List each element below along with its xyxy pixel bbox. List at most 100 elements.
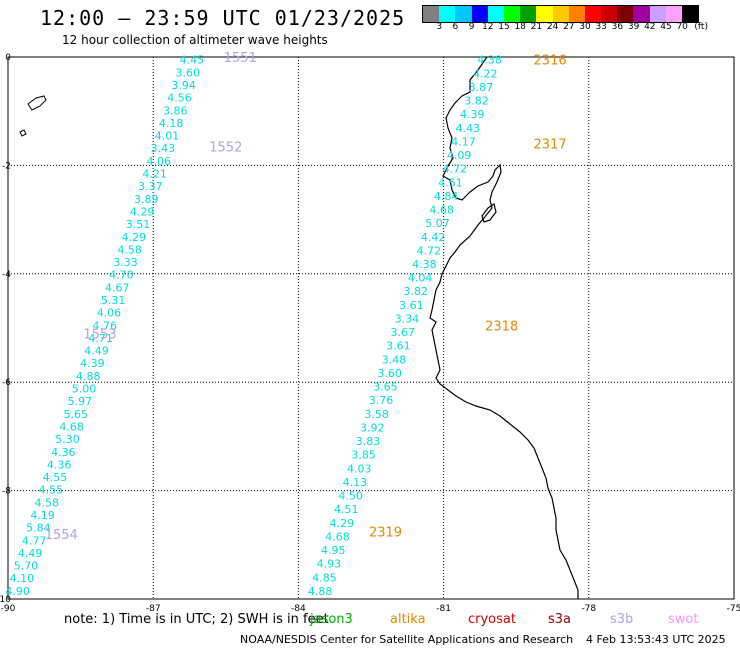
wave-height-label: 4.06 xyxy=(97,307,122,320)
color-scale-label: 21 xyxy=(530,22,543,32)
wave-height-label: 4.49 xyxy=(84,345,109,358)
footer-timestamp: 4 Feb 13:53:43 UTC 2025 xyxy=(586,633,726,646)
pass-time-label: 2319 xyxy=(369,525,402,540)
wave-height-label: 5.30 xyxy=(55,433,80,446)
map-title: 12:00 – 23:59 UTC 01/23/2025 xyxy=(40,6,406,30)
legend-item-altika: altika xyxy=(390,612,426,627)
wave-height-label: 4.43 xyxy=(456,122,481,135)
pass-time-labels: 1551 1552 1553 1554 2316 2317 2318 2319 xyxy=(45,51,567,543)
wave-height-label: 3.83 xyxy=(356,435,381,448)
map-grid xyxy=(8,57,734,599)
wave-height-label: 4.39 xyxy=(80,357,105,370)
wave-height-label: 4.17 xyxy=(451,135,476,148)
wave-height-label: 4.19 xyxy=(30,509,55,522)
wave-height-label: 4.04 xyxy=(408,272,433,285)
color-swatch xyxy=(439,6,456,22)
pass-time-label: 1551 xyxy=(224,51,257,66)
color-swatch xyxy=(455,6,472,22)
wave-height-label: 4.90 xyxy=(5,585,30,598)
wave-height-label: 4.38 xyxy=(477,54,502,67)
wave-height-label: 5.97 xyxy=(68,395,93,408)
x-tick-label: -84 xyxy=(291,604,306,614)
x-tick-label: -78 xyxy=(581,604,596,614)
wave-height-label: 3.48 xyxy=(382,353,407,366)
wave-height-label: 5.84 xyxy=(26,522,51,535)
wave-height-label: 4.29 xyxy=(330,517,355,530)
color-scale-label: 27 xyxy=(563,22,575,32)
color-scale-label: 30 xyxy=(579,22,591,32)
y-tick-label: -8 xyxy=(2,487,11,497)
wave-height-label: 3.82 xyxy=(403,285,428,298)
wave-height-label: 4.06 xyxy=(146,155,171,168)
color-scale-unit: (ft) xyxy=(694,22,708,32)
color-swatch xyxy=(601,6,618,22)
wave-height-label: 4.76 xyxy=(93,319,118,332)
wave-height-label: 3.60 xyxy=(377,367,402,380)
wave-height-label: 3.76 xyxy=(369,394,394,407)
color-swatch xyxy=(503,6,521,22)
wave-height-label: 4.01 xyxy=(155,130,180,143)
legend-item-s3b: s3b xyxy=(610,612,634,627)
coastline-gulf-island xyxy=(481,203,497,223)
wave-height-label: 4.18 xyxy=(159,117,184,130)
wave-height-label: 5.00 xyxy=(72,383,97,396)
wave-height-label: 4.42 xyxy=(421,231,446,244)
map-frame xyxy=(7,56,735,600)
color-scale-labels: 3 6 9 12 15 18 21 24 27 30 33 36 39 42 45 70 (ft) xyxy=(422,22,732,34)
color-swatch xyxy=(682,6,699,22)
wave-height-label: 4.68 xyxy=(325,530,350,543)
wave-height-label: 4.45 xyxy=(180,54,205,67)
wave-height-label: 4.58 xyxy=(34,496,59,509)
color-scale-label: 36 xyxy=(611,22,624,32)
wave-height-label: 4.36 xyxy=(51,446,76,459)
axis-tick-labels: -90 -87 -84 -81 -78 -75 0 -2 -4 -6 -8 -10 xyxy=(0,53,740,614)
wave-height-label: 4.09 xyxy=(447,149,472,162)
wave-height-label: 3.51 xyxy=(126,218,151,231)
pass-time-label: 1552 xyxy=(209,140,242,155)
y-tick-label: 0 xyxy=(5,53,11,63)
wave-height-label: 4.36 xyxy=(47,458,72,471)
wave-height-label: 4.68 xyxy=(430,204,455,217)
wave-height-label: 3.87 xyxy=(469,81,494,94)
x-tick-label: -75 xyxy=(727,604,740,614)
wave-height-label: 3.61 xyxy=(386,340,411,353)
wave-height-label: 4.39 xyxy=(460,108,485,121)
color-scale-label: 9 xyxy=(468,22,475,32)
color-swatch xyxy=(536,6,553,22)
y-tick-label: -10 xyxy=(0,595,11,605)
color-swatch xyxy=(471,6,488,22)
color-scale-label: 42 xyxy=(644,22,656,32)
footer-credit: NOAA/NESDIS Center for Satellite Applica… xyxy=(240,633,574,646)
coastline-mainland xyxy=(429,56,579,599)
y-tick-label: -2 xyxy=(2,161,11,171)
color-scale-label: 33 xyxy=(595,22,607,32)
wave-height-label: 4.88 xyxy=(308,585,333,598)
x-tick-label: -90 xyxy=(1,604,16,614)
wave-height-label: 5.31 xyxy=(101,294,126,307)
wave-height-label: 4.51 xyxy=(438,176,463,189)
wave-height-label: 4.72 xyxy=(417,244,442,257)
color-scale-bar xyxy=(422,5,700,23)
y-tick-label: -6 xyxy=(2,378,11,388)
color-scale-label: 15 xyxy=(498,22,510,32)
color-swatch xyxy=(633,6,650,22)
pass-time-label: 2316 xyxy=(534,54,567,69)
legend-item-s3a: s3a xyxy=(548,612,572,627)
track-east-labels: 4.384.223.873.824.394.434.174.094.724.51… xyxy=(308,54,502,598)
wave-height-label: 4.55 xyxy=(39,484,64,497)
wave-height-label: 4.29 xyxy=(130,205,155,218)
wave-height-label: 4.38 xyxy=(412,258,437,271)
wave-height-label: 3.65 xyxy=(373,381,398,394)
wave-height-label: 4.88 xyxy=(76,370,101,383)
pass-time-label: 1553 xyxy=(83,327,116,342)
legend-item-jason3: jason3 xyxy=(310,612,353,627)
wave-height-label: 4.51 xyxy=(334,503,359,516)
color-swatch xyxy=(520,6,537,22)
wave-height-label: 4.56 xyxy=(167,92,192,105)
wave-height-label: 4.95 xyxy=(321,544,346,557)
wave-height-label: 3.86 xyxy=(163,104,188,117)
wave-height-label: 5.07 xyxy=(425,217,450,230)
color-swatch xyxy=(487,6,504,22)
wave-height-label: 4.49 xyxy=(18,547,43,560)
